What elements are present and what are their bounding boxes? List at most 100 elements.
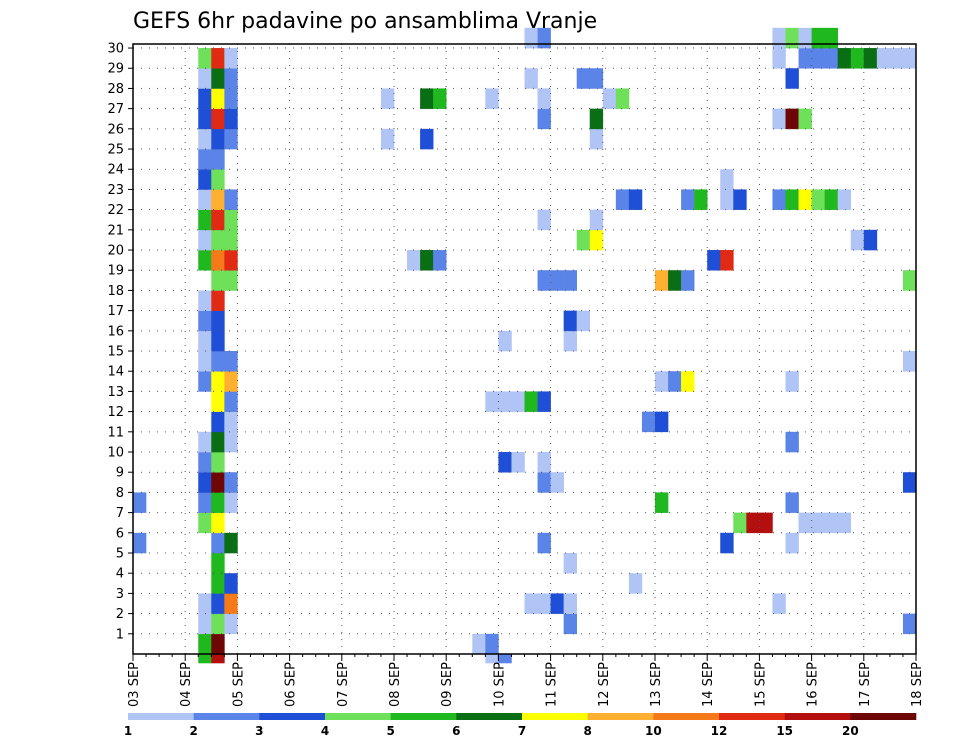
precip-cell <box>707 250 721 271</box>
precip-cell <box>211 391 225 412</box>
precip-cell <box>211 48 225 69</box>
precip-cell <box>837 189 852 210</box>
precip-cell <box>902 351 917 372</box>
x-tick-label: 15 SEP <box>753 662 768 707</box>
y-tick-label: 6 <box>116 526 124 541</box>
precip-cell <box>420 128 434 150</box>
x-tick-label: 07 SEP <box>336 662 351 707</box>
precip-cell <box>655 371 669 392</box>
colorbar-segment <box>456 713 523 720</box>
y-tick-label: 3 <box>116 587 124 602</box>
precip-cell <box>824 48 838 69</box>
precip-cell <box>211 149 225 170</box>
precip-cell <box>198 613 212 635</box>
precip-cell <box>576 68 591 89</box>
precip-cell <box>668 371 682 392</box>
precip-cell <box>380 88 395 109</box>
precip-cell <box>824 189 838 210</box>
precip-cell <box>759 512 773 534</box>
precip-cell <box>576 310 591 332</box>
y-tick-label: 17 <box>107 304 124 319</box>
precip-cell <box>537 452 551 473</box>
precip-cell <box>655 411 669 433</box>
precip-cell <box>211 128 225 150</box>
precip-cell <box>524 27 538 49</box>
colorbar-segment <box>653 713 720 720</box>
colorbar-label: 7 <box>518 724 526 738</box>
precip-cell <box>589 229 604 251</box>
precip-cell <box>772 48 786 69</box>
precip-cell <box>224 250 238 271</box>
precip-cell <box>198 472 212 493</box>
precip-cell <box>681 270 695 291</box>
precip-cell <box>798 189 812 210</box>
y-tick-label: 10 <box>107 446 124 461</box>
precip-cell <box>211 169 225 190</box>
precip-cell <box>224 431 238 453</box>
precip-cell <box>420 250 434 271</box>
precip-cell <box>694 189 708 210</box>
colorbar-segment <box>325 713 391 720</box>
precip-cell <box>198 512 212 534</box>
precip-cell <box>224 128 238 150</box>
precip-cell <box>211 593 225 614</box>
x-tick-label: 04 SEP <box>179 662 194 707</box>
precip-cell <box>433 250 447 271</box>
precip-cell <box>211 108 225 130</box>
precip-cell <box>211 270 225 291</box>
precip-cell <box>785 108 799 130</box>
precip-cell <box>224 189 238 210</box>
precip-cell <box>785 68 799 89</box>
precip-cell <box>433 88 447 109</box>
y-tick-label: 9 <box>116 466 124 481</box>
precip-cell <box>211 310 225 332</box>
y-tick-label: 7 <box>116 506 124 521</box>
y-tick-label: 23 <box>107 183 124 198</box>
precip-cell <box>198 229 212 251</box>
cells-layer <box>133 27 917 664</box>
precip-cell <box>498 330 512 352</box>
precip-cell <box>211 290 225 311</box>
precip-cell <box>563 553 577 574</box>
precip-cell <box>211 68 225 89</box>
x-tick-label: 14 SEP <box>701 662 716 707</box>
precip-cell <box>563 330 577 352</box>
x-tick-label: 10 SEP <box>492 662 507 707</box>
precip-cell <box>824 512 838 534</box>
precip-cell <box>198 209 212 231</box>
y-tick-label: 13 <box>107 385 124 400</box>
x-tick-label: 18 SEP <box>910 662 925 707</box>
precip-cell <box>133 492 147 513</box>
precip-cell <box>785 371 799 392</box>
precip-cell <box>733 189 747 210</box>
precip-cell <box>485 391 499 412</box>
precip-cell <box>681 371 695 392</box>
precip-cell <box>537 108 551 130</box>
precip-cell <box>668 270 682 291</box>
precip-cell <box>211 250 225 271</box>
precip-cell <box>811 27 825 49</box>
precip-cell <box>772 593 786 614</box>
y-tick-label: 20 <box>107 244 124 259</box>
precip-cell <box>224 88 238 109</box>
colorbar-label: 20 <box>842 724 859 738</box>
plot-frame <box>132 43 917 655</box>
colorbar-segment <box>128 713 194 720</box>
precip-cell <box>524 68 538 89</box>
precip-cell <box>211 613 225 635</box>
precip-cell <box>811 512 825 534</box>
precip-cell <box>198 68 212 89</box>
precip-cell <box>641 411 656 433</box>
precip-cell <box>211 431 225 453</box>
precip-cell <box>720 250 734 271</box>
precip-cell <box>563 270 577 291</box>
y-tick-label: 19 <box>107 264 124 279</box>
precip-cell <box>198 128 212 150</box>
precip-cell <box>211 532 225 554</box>
precip-cell <box>198 371 212 392</box>
precip-cell <box>681 189 695 210</box>
precip-cell <box>211 573 225 594</box>
y-tick-label: 16 <box>107 324 124 339</box>
precip-cell <box>198 351 212 372</box>
precip-cell <box>628 189 643 210</box>
